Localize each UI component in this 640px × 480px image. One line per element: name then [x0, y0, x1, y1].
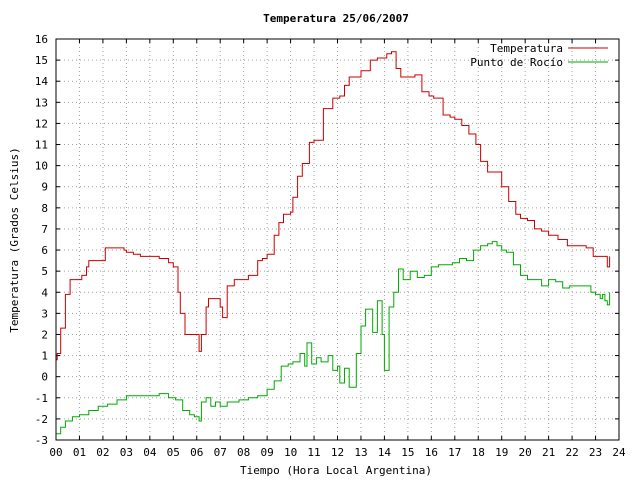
y-tick-label: 2 — [41, 328, 48, 341]
x-tick-label: 17 — [448, 446, 461, 459]
x-tick-label: 07 — [214, 446, 227, 459]
series-lines — [56, 51, 611, 435]
y-tick-label: -3 — [35, 434, 48, 447]
x-tick-label: 15 — [401, 446, 414, 459]
x-tick-label: 22 — [565, 446, 578, 459]
x-tick-label: 16 — [425, 446, 438, 459]
y-tick-label: 8 — [41, 202, 48, 215]
x-tick-label: 04 — [143, 446, 157, 459]
legend-label: Punto de Rocío — [470, 56, 563, 69]
y-axis-label: Temperatura (Grados Celsius) — [8, 147, 21, 332]
x-tick-label: 20 — [519, 446, 532, 459]
x-tick-label: 01 — [73, 446, 86, 459]
series-line-punto-de-rocio — [56, 241, 611, 435]
y-tick-label: 14 — [35, 75, 49, 88]
x-tick-label: 00 — [49, 446, 62, 459]
x-tick-label: 06 — [190, 446, 203, 459]
y-tick-label: 0 — [41, 371, 48, 384]
series-line-temperatura — [56, 51, 611, 361]
y-tick-label: 9 — [41, 181, 48, 194]
x-axis-ticks: 00 01 02 03 04 05 06 07 08 09 10 11 12 13 14 15 16 17 18 19… — [49, 39, 626, 459]
x-tick-label: 09 — [261, 446, 274, 459]
x-tick-label: 03 — [120, 446, 133, 459]
x-tick-label: 08 — [237, 446, 250, 459]
x-tick-label: 13 — [354, 446, 367, 459]
grid — [56, 39, 619, 440]
y-tick-label: 7 — [41, 223, 48, 236]
x-axis-label: Tiempo (Hora Local Argentina) — [240, 464, 432, 477]
chart-title: Temperatura 25/06/2007 — [263, 12, 409, 25]
x-tick-label: 10 — [284, 446, 297, 459]
x-tick-label: 23 — [589, 446, 602, 459]
y-tick-label: -1 — [35, 392, 48, 405]
y-tick-label: 13 — [35, 96, 48, 109]
x-tick-label: 21 — [542, 446, 555, 459]
x-tick-label: 12 — [331, 446, 344, 459]
y-tick-label: 11 — [35, 139, 48, 152]
x-tick-label: 14 — [378, 446, 392, 459]
y-tick-label: 15 — [35, 54, 48, 67]
x-tick-label: 18 — [472, 446, 485, 459]
y-tick-label: 12 — [35, 117, 48, 130]
x-tick-label: 02 — [96, 446, 109, 459]
x-tick-label: 19 — [495, 446, 508, 459]
y-tick-label: -2 — [35, 413, 48, 426]
legend-label: Temperatura — [490, 42, 563, 55]
y-tick-label: 4 — [41, 286, 48, 299]
y-tick-label: 1 — [41, 350, 48, 363]
x-tick-label: 24 — [612, 446, 626, 459]
x-tick-label: 11 — [307, 446, 320, 459]
plot-frame — [55, 38, 620, 441]
y-tick-label: 3 — [41, 307, 48, 320]
y-tick-label: 16 — [35, 33, 48, 46]
x-tick-label: 05 — [167, 446, 180, 459]
y-tick-label: 6 — [41, 244, 48, 257]
y-tick-label: 10 — [35, 160, 48, 173]
y-tick-label: 5 — [41, 265, 48, 278]
